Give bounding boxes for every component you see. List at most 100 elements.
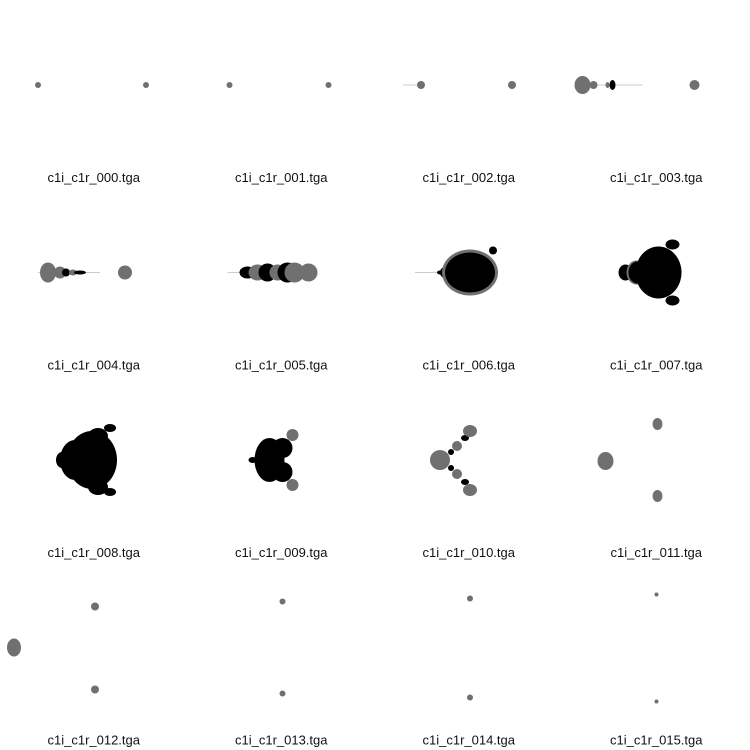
fractal-blob	[74, 270, 86, 275]
file-item[interactable]: c1i_c1r_005.tga	[227, 262, 329, 373]
file-item[interactable]: c1i_c1r_009.tga	[235, 429, 328, 560]
fractal-blob	[118, 265, 132, 280]
file-name: c1i_c1r_010.tga	[422, 545, 515, 560]
fractal-blob	[665, 295, 680, 306]
file-item[interactable]: c1i_c1r_007.tga	[610, 239, 703, 373]
fractal-blob	[461, 479, 469, 485]
file-name: c1i_c1r_015.tga	[610, 733, 703, 748]
fractal-blob	[284, 262, 305, 283]
file-item[interactable]: c1i_c1r_013.tga	[235, 598, 328, 748]
fractal-blob	[88, 428, 108, 444]
fractal-blob	[689, 80, 700, 90]
fractal-blob	[665, 239, 680, 250]
fractal-blob	[463, 425, 477, 437]
fractal-blob	[88, 479, 108, 495]
fractal-blob	[461, 435, 469, 441]
thumbnail	[467, 595, 473, 701]
fractal-blob	[62, 268, 70, 277]
fractal-blob	[574, 76, 591, 94]
file-item[interactable]: c1i_c1r_000.tga	[35, 82, 149, 185]
fractal-blob	[417, 81, 425, 89]
fractal-blob	[463, 484, 477, 496]
fractal-blob	[104, 488, 116, 496]
file-name: c1i_c1r_008.tga	[47, 545, 140, 560]
fractal-blob	[54, 266, 66, 279]
thumbnail	[226, 82, 332, 88]
fractal-blob	[652, 490, 663, 502]
file-item[interactable]: c1i_c1r_014.tga	[422, 595, 516, 748]
fractal-blob	[279, 690, 286, 697]
file-name: c1i_c1r_013.tga	[235, 733, 328, 748]
fractal-blob	[448, 449, 454, 455]
fractal-blob	[40, 262, 56, 283]
file-item[interactable]: c1i_c1r_010.tga	[422, 425, 516, 560]
thumbnail	[279, 598, 286, 697]
fractal-blob	[448, 465, 454, 471]
file-item[interactable]: c1i_c1r_001.tga	[226, 82, 332, 185]
thumbnail	[35, 82, 149, 88]
file-name: c1i_c1r_004.tga	[47, 358, 140, 373]
thumbnail	[574, 76, 700, 94]
fractal-blob	[226, 82, 233, 88]
fractal-blob	[589, 81, 598, 89]
file-name: c1i_c1r_005.tga	[235, 358, 328, 373]
thumbnail	[597, 418, 663, 502]
file-item[interactable]: c1i_c1r_011.tga	[597, 418, 703, 560]
fractal-blob	[286, 479, 299, 491]
fractal-blob	[104, 424, 116, 432]
thumbnail	[248, 429, 299, 491]
fractal-blob	[35, 82, 41, 88]
fractal-blob	[452, 441, 462, 451]
fractal-blob	[325, 82, 332, 88]
thumbnail	[654, 592, 659, 704]
fractal-blob	[652, 418, 663, 430]
fractal-blob	[654, 699, 659, 704]
fractal-blob	[248, 457, 257, 463]
file-item[interactable]: c1i_c1r_008.tga	[47, 424, 141, 560]
fractal-blob	[91, 685, 99, 694]
file-item[interactable]: c1i_c1r_002.tga	[403, 81, 516, 185]
thumbnail	[430, 425, 477, 496]
fractal-blob	[452, 469, 462, 479]
fractal-blob	[286, 429, 299, 441]
thumbnail	[7, 602, 99, 694]
file-name: c1i_c1r_000.tga	[47, 170, 140, 185]
fractal-blob	[467, 595, 473, 602]
thumbnail	[38, 262, 132, 283]
fractal-blob	[508, 81, 516, 89]
file-item[interactable]: c1i_c1r_015.tga	[610, 592, 703, 748]
thumbnail	[415, 246, 498, 296]
file-name: c1i_c1r_002.tga	[422, 170, 515, 185]
fractal-blob	[272, 438, 293, 458]
fractal-blob	[430, 450, 450, 470]
file-name: c1i_c1r_012.tga	[47, 733, 140, 748]
file-name: c1i_c1r_003.tga	[610, 170, 703, 185]
fractal-blob	[445, 252, 495, 293]
fractal-blob	[635, 246, 682, 299]
fractal-blob	[654, 592, 659, 597]
thumbnail	[403, 81, 516, 89]
file-item[interactable]: c1i_c1r_004.tga	[38, 262, 141, 373]
fractal-blob	[489, 246, 497, 255]
file-name: c1i_c1r_001.tga	[235, 170, 328, 185]
fractal-blob	[67, 431, 117, 489]
file-item[interactable]: c1i_c1r_006.tga	[415, 246, 516, 373]
file-item[interactable]: c1i_c1r_003.tga	[574, 76, 704, 185]
fractal-blob	[91, 602, 99, 611]
fractal-blob	[279, 598, 286, 605]
fractal-blob	[69, 269, 77, 276]
file-name: c1i_c1r_006.tga	[422, 358, 515, 373]
file-item[interactable]: c1i_c1r_012.tga	[7, 602, 141, 748]
fractal-blob	[272, 462, 293, 482]
fractal-blob	[609, 80, 616, 90]
thumbnail	[227, 262, 318, 283]
file-name: c1i_c1r_007.tga	[610, 358, 703, 373]
fractal-blob	[143, 82, 149, 88]
fractal-blob	[299, 263, 318, 282]
thumbnail	[618, 239, 682, 306]
fractal-blob	[605, 82, 610, 88]
file-name: c1i_c1r_014.tga	[422, 733, 515, 748]
fractal-blob	[597, 452, 614, 470]
